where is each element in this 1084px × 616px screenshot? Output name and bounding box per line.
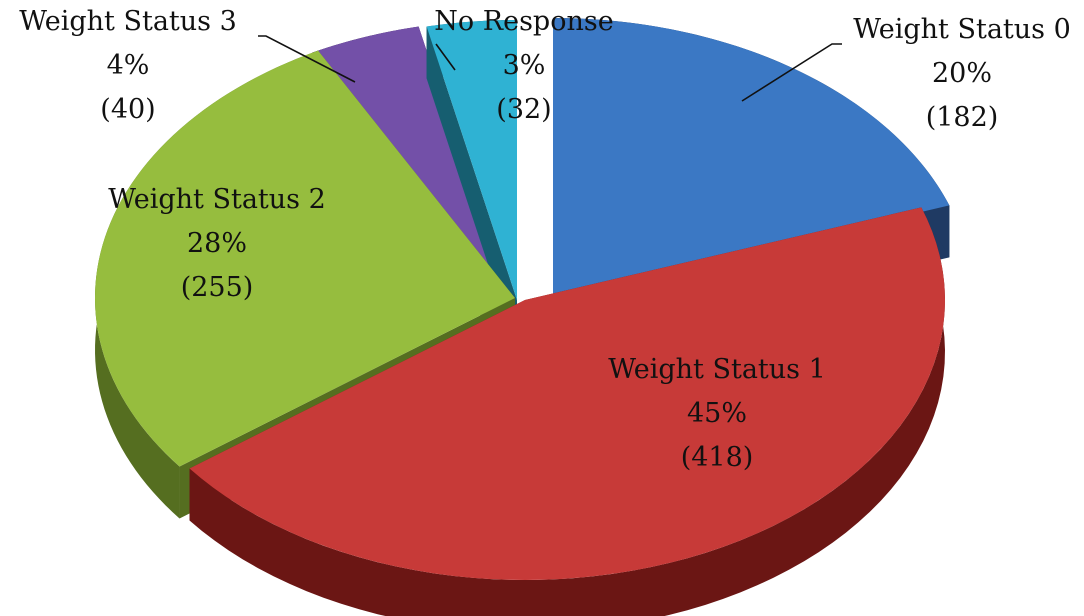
- slice-layer: [94, 18, 950, 616]
- label-weight-status-0-percent: 20%: [932, 58, 992, 89]
- label-no-response-count: (32): [496, 94, 551, 125]
- leader-line-weight-status-3: [258, 35, 356, 83]
- slice-weight-status-2-top: [94, 50, 515, 467]
- label-no-response-name: No Response: [434, 6, 613, 37]
- slice-no-response-top: [426, 20, 517, 300]
- leader-line-no-response: [435, 43, 456, 71]
- slice-no-response: [426, 20, 517, 352]
- slice-weight-status-1: [189, 207, 946, 616]
- label-weight-status-3-name: Weight Status 3: [19, 6, 237, 37]
- label-weight-status-0-name: Weight Status 0: [853, 14, 1071, 45]
- label-weight-status-1-name: Weight Status 1: [608, 354, 826, 385]
- label-weight-status-2-percent: 28%: [187, 228, 247, 259]
- label-no-response-percent: 3%: [503, 50, 546, 81]
- leader-line-weight-status-0: [741, 43, 842, 102]
- leader-layer: [258, 35, 842, 102]
- label-weight-status-0-count: (182): [926, 102, 999, 133]
- label-weight-status-1-count: (418): [681, 442, 754, 473]
- label-weight-status-1-percent: 45%: [687, 398, 747, 429]
- label-weight-status-3-percent: 4%: [107, 50, 150, 81]
- label-layer: Weight Status 0 20% (182) Weight Status …: [19, 6, 1071, 473]
- label-weight-status-3-count: (40): [100, 94, 155, 125]
- slice-no-response-wall-start: [426, 26, 517, 352]
- slice-weight-status-1-top: [189, 207, 946, 580]
- label-weight-status-2-count: (255): [181, 272, 254, 303]
- label-weight-status-2-name: Weight Status 2: [108, 184, 326, 215]
